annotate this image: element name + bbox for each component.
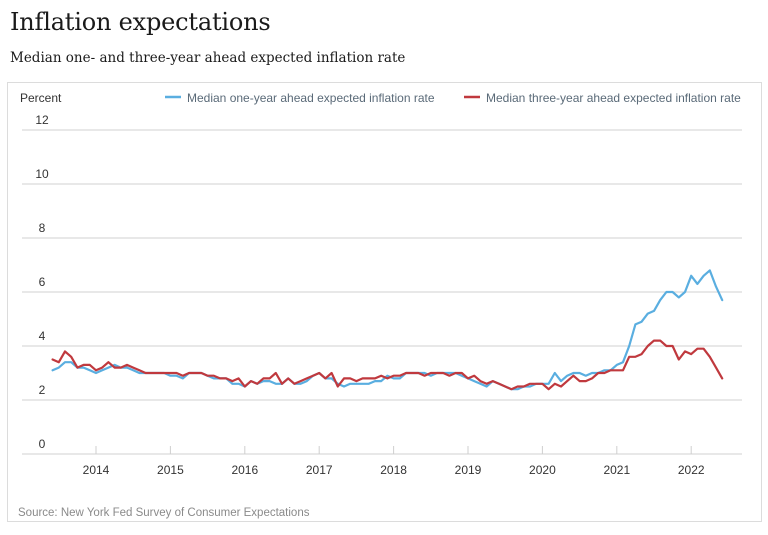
x-tick-label: 2019 (455, 463, 482, 477)
x-tick-label: 2020 (529, 463, 556, 477)
x-tick-label: 2014 (83, 463, 110, 477)
source-note: Source: New York Fed Survey of Consumer … (18, 507, 310, 519)
legend: Median one-year ahead expected inflation… (165, 91, 741, 105)
legend-label-three-year[interactable]: Median three-year ahead expected inflati… (486, 91, 741, 105)
y-tick-label: 10 (35, 167, 49, 181)
x-tick-label: 2016 (231, 463, 258, 477)
legend-label-one-year[interactable]: Median one-year ahead expected inflation… (187, 91, 435, 105)
y-tick-label: 6 (39, 275, 46, 289)
chart-title: Inflation expectations (10, 8, 271, 36)
x-tick-label: 2022 (678, 463, 705, 477)
y-tick-label: 0 (39, 437, 46, 451)
y-tick-label: 4 (39, 329, 46, 343)
x-axis-ticks: 2014 2015 2016 2017 2018 2019 2020 2021 2022 (83, 446, 705, 477)
series-lines (51, 269, 724, 391)
y-tick-label: 2 (39, 383, 46, 397)
x-tick-label: 2018 (380, 463, 407, 477)
chart-subtitle: Median one- and three-year ahead expecte… (10, 50, 406, 66)
series-line-three-year[interactable] (51, 339, 724, 391)
x-tick-label: 2017 (306, 463, 333, 477)
y-tick-label: 8 (39, 221, 46, 235)
x-tick-label: 2021 (603, 463, 630, 477)
y-axis-ticks: 0 2 4 6 8 10 12 (35, 113, 49, 451)
gridlines (22, 129, 742, 455)
y-tick-label: 12 (35, 113, 49, 127)
y-axis-label: Percent (20, 91, 62, 105)
x-tick-label: 2015 (157, 463, 184, 477)
chart-panel (7, 82, 762, 522)
